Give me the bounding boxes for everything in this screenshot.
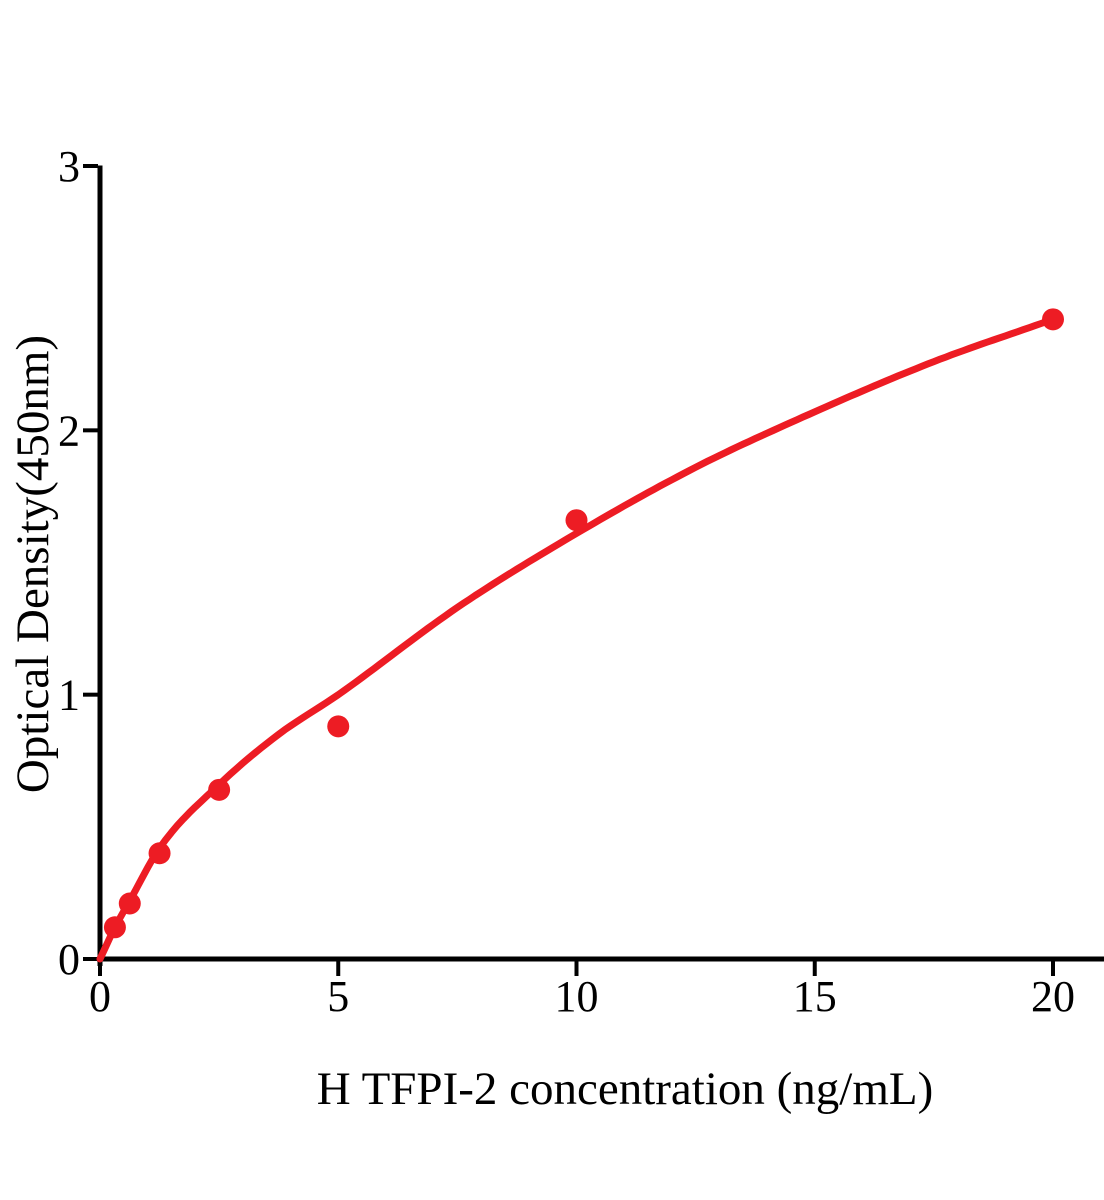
data-point [327,715,350,738]
x-tick-label: 5 [327,972,349,1021]
data-point [1042,308,1064,331]
y-tick-label: 2 [58,406,80,455]
y-tick-label: 0 [58,935,80,984]
x-tick-label: 15 [793,972,837,1021]
x-axis-title: H TFPI-2 concentration (ng/mL) [316,1063,934,1115]
y-tick-label: 1 [58,671,80,720]
x-tick-label: 20 [1031,972,1075,1021]
y-axis-title: Optical Density(450nm) [7,334,59,794]
data-point [103,916,126,939]
data-point [565,509,588,532]
x-tick-label: 10 [555,972,599,1021]
x-tick-label: 0 [89,972,111,1021]
y-tick-label: 3 [58,142,80,191]
data-point [148,842,171,865]
data-point [118,892,141,915]
data-point [208,778,231,801]
standard-curve-line [96,315,1057,963]
